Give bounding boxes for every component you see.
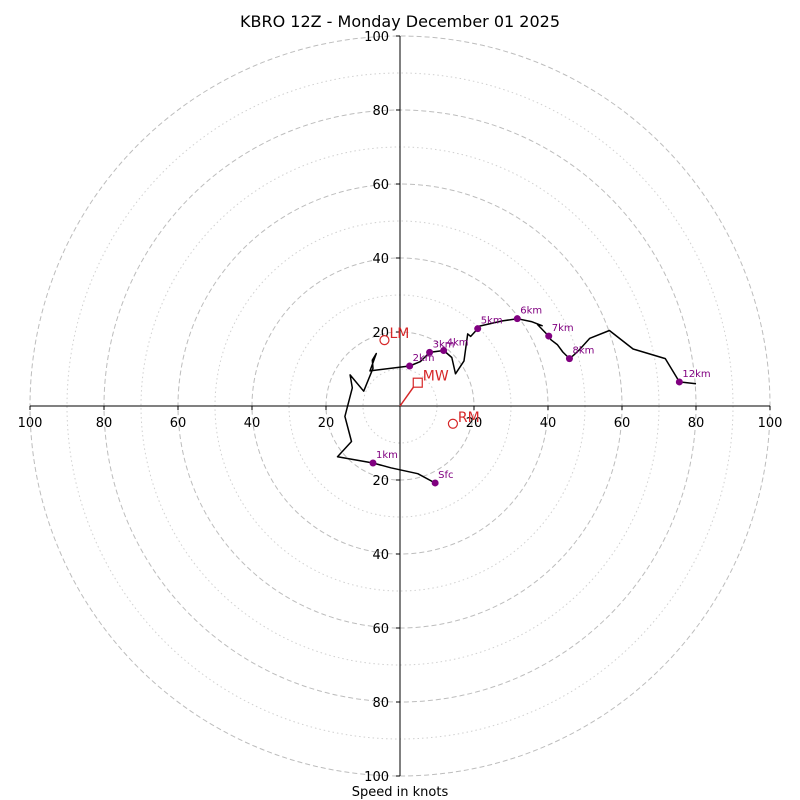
- point-5km: [474, 325, 482, 333]
- point-3km: [426, 348, 434, 356]
- point-label-8km: 8km: [572, 346, 594, 357]
- y-tick-label: 20: [372, 474, 389, 489]
- point-label-3km: 3km: [433, 339, 455, 350]
- y-tick-label: 80: [372, 104, 389, 119]
- y-tick-label: 40: [372, 548, 389, 563]
- point-label-6km: 6km: [520, 306, 542, 317]
- y-tick-label: 100: [364, 770, 389, 785]
- point-sfc: [431, 479, 439, 487]
- storm-lm-marker: [379, 335, 390, 346]
- x-tick-label: 100: [758, 416, 783, 431]
- tick-labels: 100 80 60 40 20 20 40 60 80 100100806040202040608…: [18, 30, 783, 785]
- point-12km: [675, 378, 683, 386]
- chart-title: KBRO 12Z - Monday December 01 2025: [240, 12, 560, 31]
- x-tick-label: 80: [688, 416, 705, 431]
- point-label-sfc: Sfc: [438, 470, 453, 481]
- x-tick-label: 80: [96, 416, 113, 431]
- point-2km: [406, 362, 414, 370]
- x-tick-label: 60: [614, 416, 631, 431]
- storm-mw-marker: [412, 377, 423, 388]
- point-label-4km: 4km: [447, 338, 469, 349]
- y-tick-label: 60: [372, 622, 389, 637]
- y-tick-label: 80: [372, 696, 389, 711]
- point-label-7km: 7km: [552, 323, 574, 334]
- x-tick-label: 40: [540, 416, 557, 431]
- point-7km: [545, 332, 553, 340]
- y-tick-label: 60: [372, 178, 389, 193]
- storm-motion-markers: LM MW RM: [379, 326, 480, 429]
- mean-wind-arrow: [399, 386, 415, 407]
- point-label-2km: 2km: [413, 353, 435, 364]
- point-4km: [440, 347, 448, 354]
- y-tick-label: 100: [364, 30, 389, 45]
- point-label-1km: 1km: [376, 450, 398, 461]
- x-axis-label: Speed in knots: [352, 785, 449, 800]
- storm-rm-label: RM: [458, 410, 480, 426]
- storm-mw-label: MW: [423, 369, 449, 385]
- point-label-12km: 12km: [682, 369, 710, 380]
- hodograph-trace: [336, 317, 697, 484]
- x-tick-label: 60: [170, 416, 187, 431]
- x-tick-label: 40: [244, 416, 261, 431]
- y-tick-label: 40: [372, 252, 389, 267]
- point-1km: [369, 459, 377, 467]
- storm-rm-marker: [447, 418, 459, 429]
- point-8km: [565, 355, 573, 363]
- x-tick-label: 20: [466, 416, 483, 431]
- point-6km: [513, 315, 521, 323]
- storm-lm-label: LM: [389, 326, 409, 342]
- point-label-5km: 5km: [481, 316, 503, 327]
- x-tick-label: 20: [318, 416, 335, 431]
- hodograph-line: [336, 317, 697, 484]
- x-tick-label: 100: [18, 416, 43, 431]
